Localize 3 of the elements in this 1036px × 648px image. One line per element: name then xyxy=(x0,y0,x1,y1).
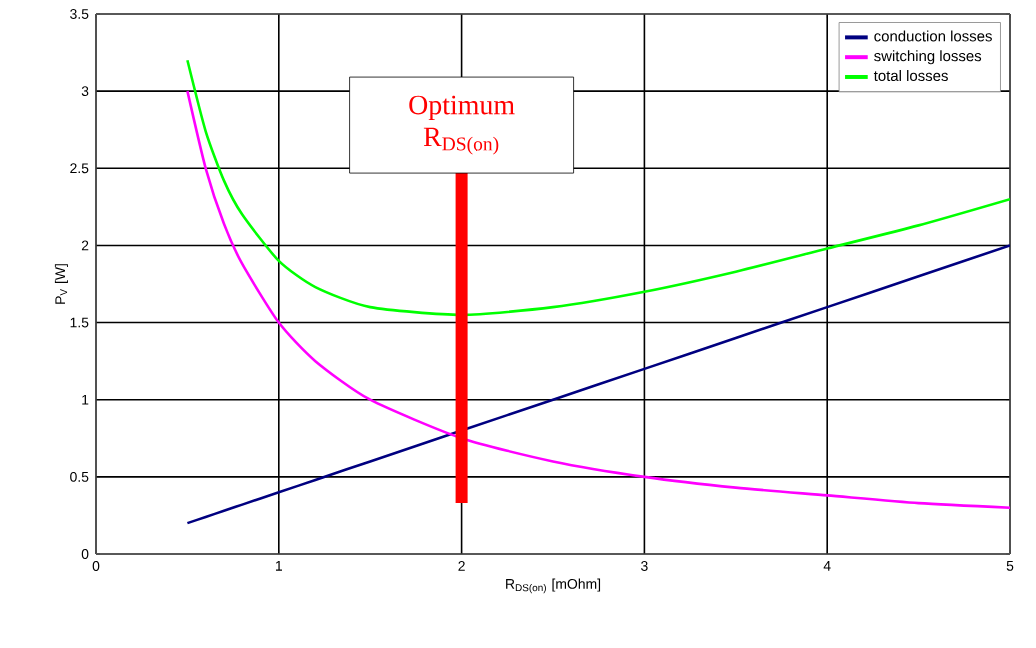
ref-line-label: Optimum R$_{DS(on)}$ xyxy=(409,95,515,155)
line-series xyxy=(186,89,1011,510)
line-series xyxy=(186,244,1011,525)
